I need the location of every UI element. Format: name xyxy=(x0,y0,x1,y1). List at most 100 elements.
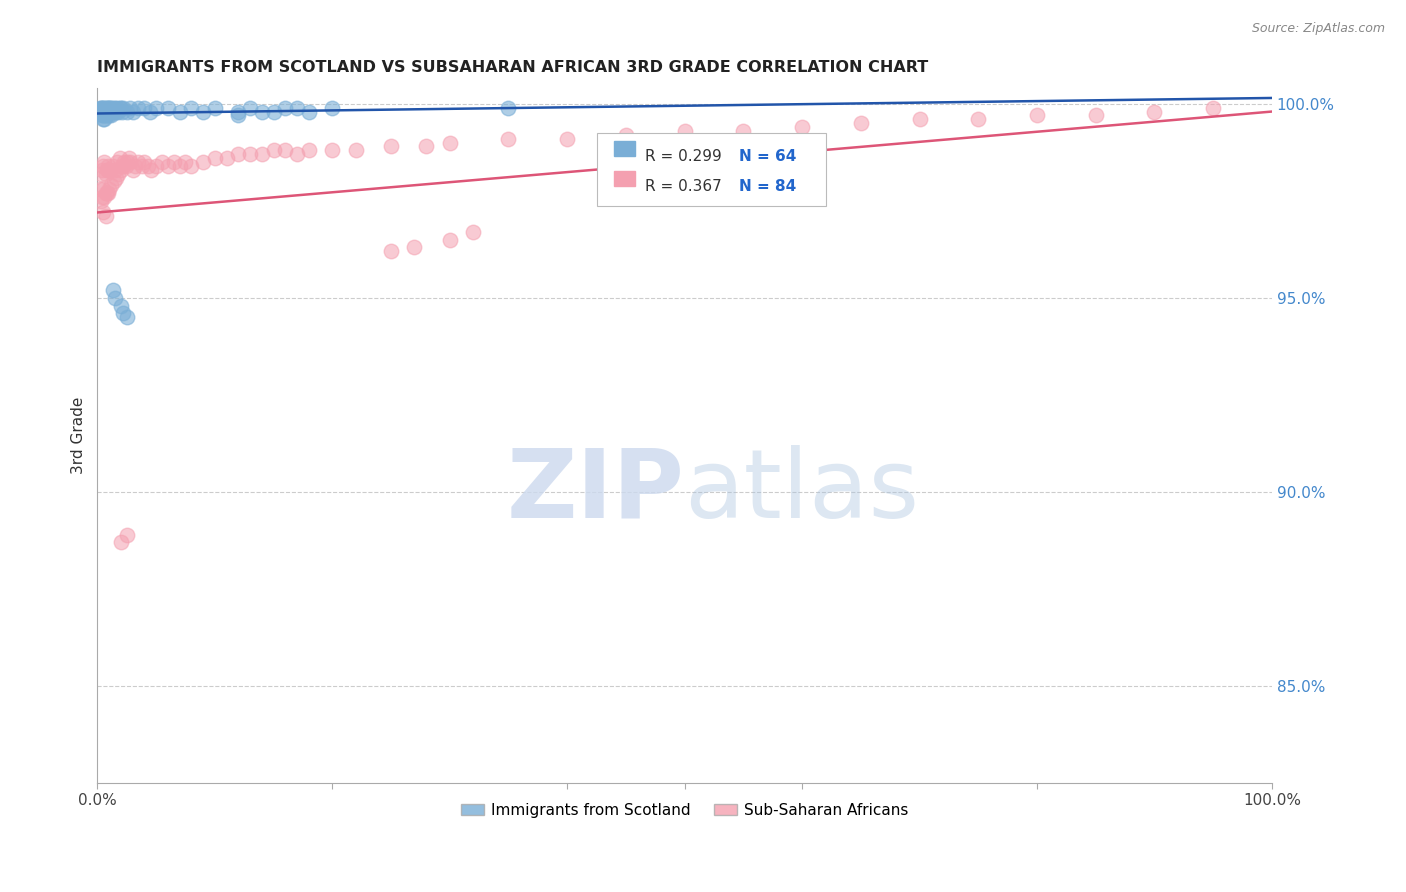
Point xyxy=(93,190,115,204)
Point xyxy=(439,233,461,247)
Point xyxy=(94,167,117,181)
FancyBboxPatch shape xyxy=(596,134,825,206)
Point xyxy=(114,159,136,173)
Point xyxy=(733,124,755,138)
Point xyxy=(100,108,122,122)
Point xyxy=(226,104,249,119)
Point xyxy=(555,132,578,146)
Point xyxy=(204,101,226,115)
Point xyxy=(967,112,990,127)
Point xyxy=(90,167,112,181)
Point xyxy=(321,101,343,115)
Point xyxy=(156,101,179,115)
Point xyxy=(1084,108,1107,122)
Point xyxy=(112,101,135,115)
Point xyxy=(91,101,114,115)
Point xyxy=(439,136,461,150)
Point xyxy=(380,139,402,153)
Point xyxy=(94,104,117,119)
Point xyxy=(110,535,132,549)
Point xyxy=(298,144,321,158)
Point xyxy=(101,159,124,173)
Point xyxy=(263,144,285,158)
Point xyxy=(98,162,121,177)
Point xyxy=(90,194,112,208)
Point xyxy=(127,155,149,169)
Point xyxy=(98,182,121,196)
Point xyxy=(96,162,118,177)
Text: R = 0.299: R = 0.299 xyxy=(645,149,721,164)
Point xyxy=(226,147,249,161)
Point xyxy=(111,104,134,119)
Y-axis label: 3rd Grade: 3rd Grade xyxy=(72,397,86,475)
Point xyxy=(104,162,127,177)
Point xyxy=(107,104,129,119)
Point xyxy=(191,155,214,169)
Point xyxy=(415,139,437,153)
Point xyxy=(91,108,114,122)
FancyBboxPatch shape xyxy=(614,141,636,156)
Point xyxy=(91,159,114,173)
Point xyxy=(180,101,202,115)
Point xyxy=(112,155,135,169)
Point xyxy=(100,178,122,193)
Point xyxy=(141,162,163,177)
Point xyxy=(94,101,117,115)
Point xyxy=(94,186,117,200)
Point xyxy=(112,159,135,173)
Point xyxy=(108,151,131,165)
Point xyxy=(107,167,129,181)
Point xyxy=(93,101,115,115)
Point xyxy=(91,101,114,115)
Point xyxy=(127,101,149,115)
Text: IMMIGRANTS FROM SCOTLAND VS SUBSAHARAN AFRICAN 3RD GRADE CORRELATION CHART: IMMIGRANTS FROM SCOTLAND VS SUBSAHARAN A… xyxy=(97,60,928,75)
Point xyxy=(91,182,114,196)
Text: N = 64: N = 64 xyxy=(738,149,796,164)
Point xyxy=(89,182,111,196)
Point xyxy=(97,186,120,200)
Point xyxy=(115,310,138,325)
Point xyxy=(91,112,114,127)
Point xyxy=(250,147,273,161)
Point xyxy=(239,101,262,115)
Point xyxy=(169,159,191,173)
Point xyxy=(94,210,117,224)
Point xyxy=(344,144,367,158)
Point xyxy=(98,101,121,115)
Point xyxy=(145,101,167,115)
Point xyxy=(96,108,118,122)
Point xyxy=(105,101,128,115)
Point xyxy=(103,174,125,188)
Point xyxy=(115,527,138,541)
Point xyxy=(104,291,127,305)
Point xyxy=(104,101,127,115)
Text: atlas: atlas xyxy=(685,445,920,538)
Point xyxy=(226,108,249,122)
Point xyxy=(134,101,156,115)
Point xyxy=(96,186,118,200)
Point xyxy=(136,159,159,173)
Point xyxy=(91,162,114,177)
Point xyxy=(321,144,343,158)
Point xyxy=(91,190,114,204)
Point xyxy=(91,104,114,119)
Point xyxy=(1202,101,1225,115)
Point xyxy=(463,225,485,239)
Text: ZIP: ZIP xyxy=(506,445,685,538)
Point xyxy=(285,147,308,161)
Point xyxy=(614,128,637,142)
Point xyxy=(298,104,321,119)
Point xyxy=(191,104,214,119)
Point xyxy=(93,155,115,169)
Point xyxy=(404,240,426,254)
Point xyxy=(91,104,114,119)
Point xyxy=(91,205,114,219)
Point xyxy=(163,155,186,169)
Point xyxy=(380,244,402,259)
Point xyxy=(131,159,153,173)
Point xyxy=(1026,108,1049,122)
Text: Source: ZipAtlas.com: Source: ZipAtlas.com xyxy=(1251,22,1385,36)
Point xyxy=(105,170,128,185)
Point xyxy=(98,104,121,119)
Point xyxy=(498,101,520,115)
